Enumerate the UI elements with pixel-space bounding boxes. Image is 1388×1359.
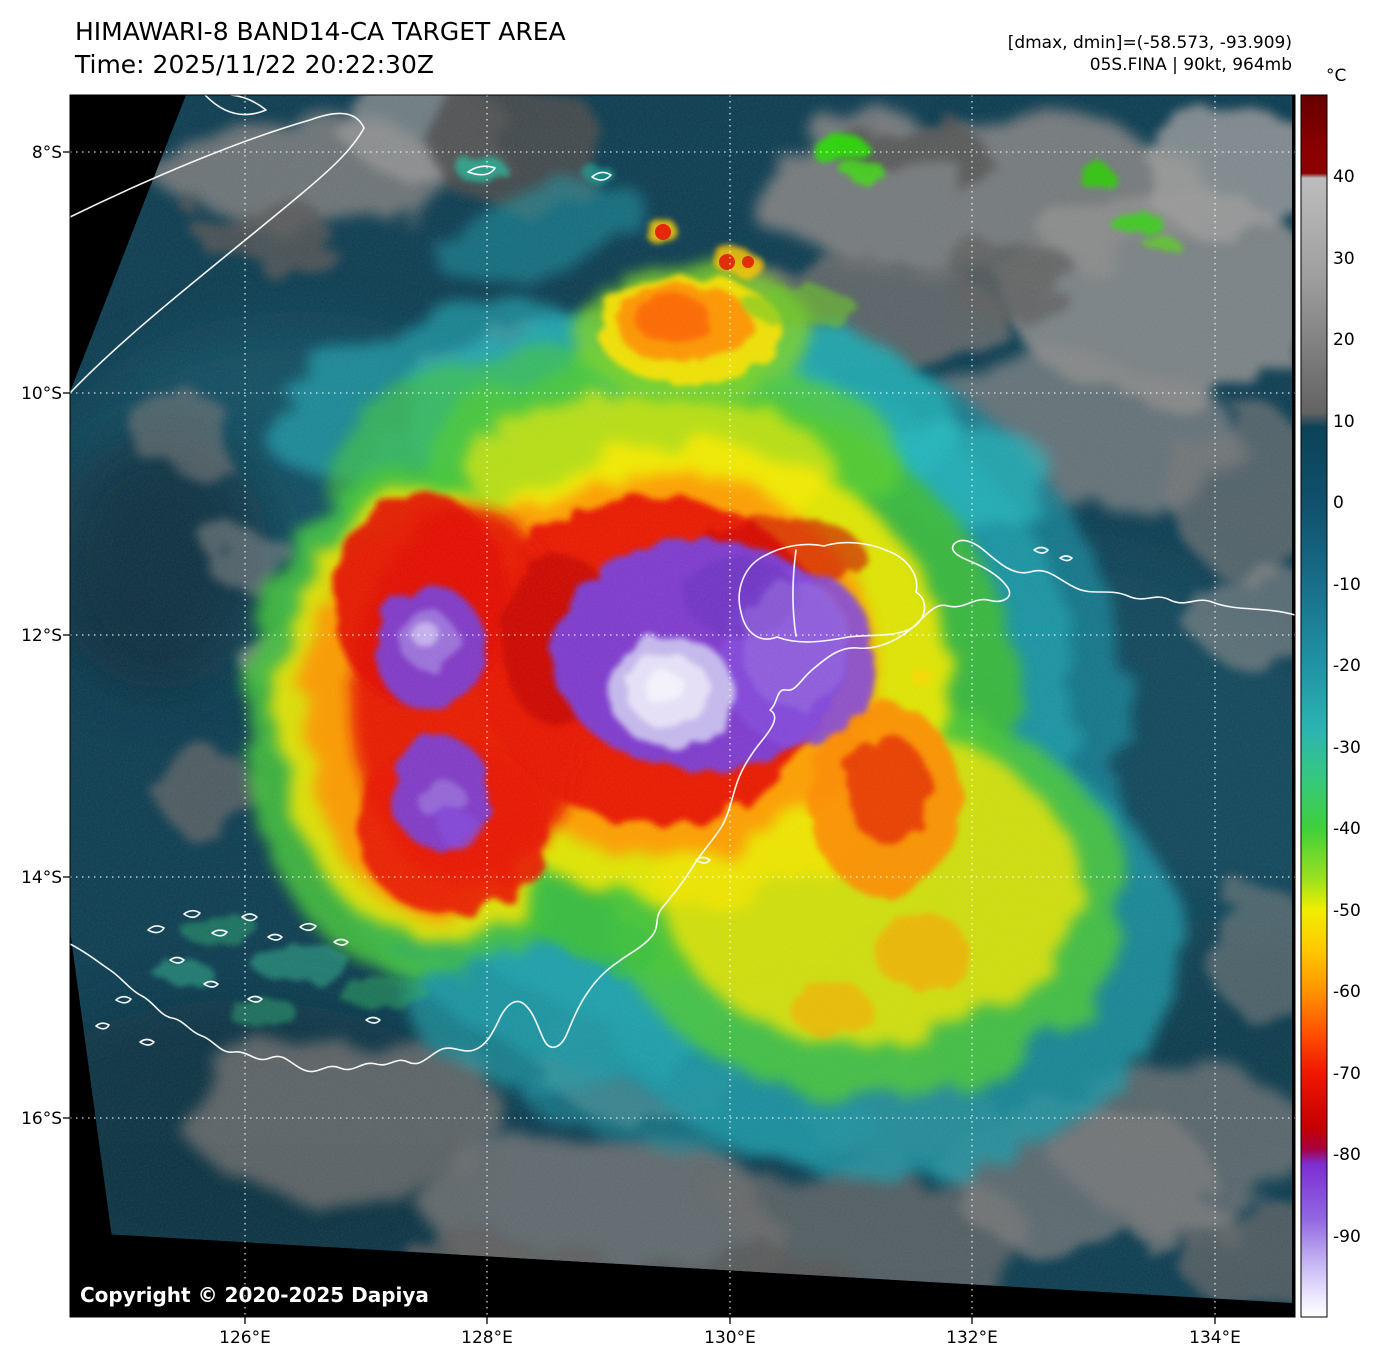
colorbar-tick-label: -70 xyxy=(1333,1064,1361,1084)
latlon-grid xyxy=(70,95,1295,1317)
storm-annotation: 05S.FINA | 90kt, 964mb xyxy=(1090,55,1292,75)
copyright-text: Copyright © 2020-2025 Dapiya xyxy=(80,1283,429,1307)
apsley-strait xyxy=(792,549,797,637)
plot-time: Time: 2025/11/22 20:22:30Z xyxy=(74,50,434,79)
lon-tick-label: 132°E xyxy=(946,1328,998,1348)
colorbar-tick-label: 30 xyxy=(1333,249,1355,269)
lon-tick-label: 130°E xyxy=(704,1328,756,1348)
lat-tick-label: 16°S xyxy=(21,1109,62,1129)
lat-tick-label: 8°S xyxy=(32,143,62,163)
plot-title: HIMAWARI-8 BAND14-CA TARGET AREA xyxy=(75,17,566,46)
timor-south-coast xyxy=(70,127,365,394)
colorbar-tick-label: -40 xyxy=(1333,819,1361,839)
lat-tick-label: 14°S xyxy=(21,868,62,888)
sensor-grain-texture xyxy=(70,95,1292,1303)
colorbar-tick-label: -50 xyxy=(1333,901,1361,921)
lon-tick-label: 126°E xyxy=(219,1328,271,1348)
map-frame xyxy=(69,94,1296,1318)
colorbar-tick-label: -10 xyxy=(1333,575,1361,595)
colorbar-tick-label: 0 xyxy=(1333,493,1344,513)
lat-axis: 8°S 10°S 12°S 14°S 16°S xyxy=(21,143,62,1129)
colorbar-tick-label: 20 xyxy=(1333,330,1355,350)
lon-axis: 126°E 128°E 130°E 132°E 134°E xyxy=(219,1328,1241,1348)
kimberley-archipelago xyxy=(95,546,1073,1046)
no-data-sliver xyxy=(70,930,112,1238)
small-islands-north xyxy=(204,95,612,181)
australia-mainland-coast xyxy=(70,539,1295,1073)
colorbar-tick-label: -20 xyxy=(1333,656,1361,676)
axis-ticks xyxy=(63,151,1216,1324)
map-area: Copyright © 2020-2025 Dapiya xyxy=(70,95,1295,1317)
satellite-data-region xyxy=(70,95,1292,1303)
range-annotation: [dmax, dmin]=(-58.573, -93.909) xyxy=(1008,33,1292,53)
colorbar-tick-label: -60 xyxy=(1333,982,1361,1002)
coastline-overlay xyxy=(70,95,1295,1073)
header: HIMAWARI-8 BAND14-CA TARGET AREA Time: 2… xyxy=(74,17,1292,79)
colorbar-tick-label: 10 xyxy=(1333,412,1355,432)
colorbar-tick-label: -80 xyxy=(1333,1145,1361,1165)
lon-tick-label: 134°E xyxy=(1189,1328,1241,1348)
lat-tick-label: 10°S xyxy=(21,384,62,404)
colorbar-tick-label: -90 xyxy=(1333,1227,1361,1247)
lat-tick-label: 12°S xyxy=(21,626,62,646)
colorbar-tick-label: 40 xyxy=(1333,167,1355,187)
tiwi-islands xyxy=(738,541,926,643)
timor-north-coast xyxy=(70,112,365,218)
colorbar-gradient xyxy=(1300,94,1328,1318)
colorbar: °C 40 30 20 10 0 -10 -20 -30 -40 -50 -60… xyxy=(1300,66,1361,1318)
colorbar-unit-label: °C xyxy=(1326,66,1346,86)
lon-tick-label: 128°E xyxy=(461,1328,513,1348)
colorbar-tick-label: -30 xyxy=(1333,738,1361,758)
